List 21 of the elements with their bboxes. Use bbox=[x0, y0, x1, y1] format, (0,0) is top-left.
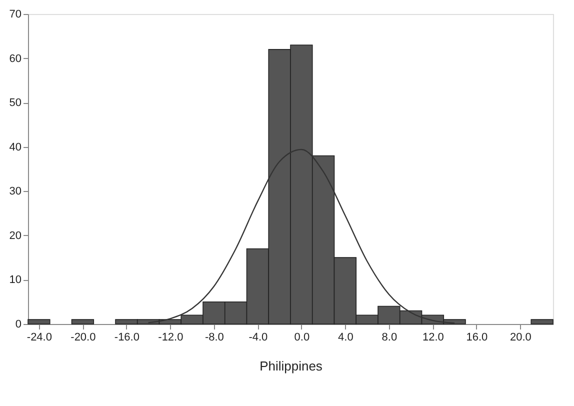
x-tick-label: 4.0 bbox=[338, 332, 354, 344]
x-tick-label: 16.0 bbox=[466, 332, 488, 344]
y-tick-label: 60 bbox=[9, 52, 22, 65]
y-tick-label: 40 bbox=[9, 141, 22, 154]
x-tick-label: -8.0 bbox=[204, 332, 224, 344]
x-tick-label: -20.0 bbox=[70, 332, 96, 344]
x-tick-label: 20.0 bbox=[510, 332, 532, 344]
x-tick-label: 0.0 bbox=[294, 332, 310, 344]
x-tick-label: -4.0 bbox=[248, 332, 268, 344]
y-tick-label: 10 bbox=[9, 274, 22, 286]
y-tick-label: 50 bbox=[9, 97, 22, 110]
y-tick-label: 70 bbox=[9, 8, 22, 20]
x-tick-label: -16.0 bbox=[114, 332, 140, 344]
y-tick-label: 30 bbox=[9, 186, 22, 198]
x-tick-label: -24.0 bbox=[26, 332, 52, 344]
x-axis-title: Philippines bbox=[260, 358, 323, 374]
x-tick-label: -12.0 bbox=[158, 332, 184, 344]
x-tick-label: 12.0 bbox=[422, 332, 444, 344]
y-tick-label: 0 bbox=[15, 318, 22, 330]
y-tick-label: 20 bbox=[9, 230, 22, 242]
x-tick-label: 8.0 bbox=[382, 332, 398, 344]
